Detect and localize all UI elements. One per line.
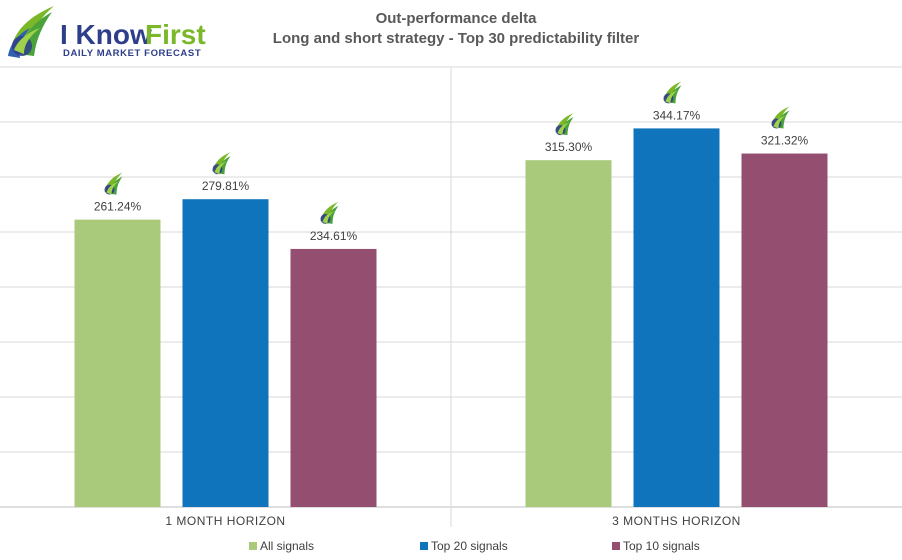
logo-swoosh-icon (771, 106, 790, 129)
data-label: 234.61% (310, 229, 358, 243)
bar (633, 128, 720, 507)
bar (741, 153, 828, 507)
legend: All signals Top 20 signals Top 10 signals (249, 539, 700, 553)
data-label: 321.32% (761, 134, 809, 148)
logo-swoosh-icon (8, 6, 54, 58)
logo: I Know First Daily Market Forecast (8, 6, 206, 59)
logo-name-part2: First (145, 19, 206, 50)
data-label: 344.17% (653, 108, 701, 122)
data-label: 261.24% (94, 200, 142, 214)
data-label: 279.81% (202, 179, 250, 193)
bar (290, 248, 377, 507)
logo-tagline: Daily Market Forecast (63, 48, 201, 59)
legend-swatch (420, 542, 428, 550)
x-tick-label: 1 MONTH HORIZON (165, 514, 285, 528)
chart-subtitle: Long and short strategy - Top 30 predict… (273, 30, 640, 47)
legend-swatch (612, 542, 620, 550)
bar (525, 160, 612, 508)
bar (74, 219, 161, 508)
logo-swoosh-icon (104, 172, 123, 195)
logo-swoosh-icon (320, 201, 339, 224)
legend-label: All signals (260, 539, 314, 553)
logo-swoosh-icon (212, 152, 231, 175)
logo-swoosh-icon (663, 81, 682, 104)
legend-label: Top 10 signals (623, 539, 700, 553)
legend-swatch (249, 542, 257, 550)
data-label: 315.30% (545, 140, 593, 154)
chart-title: Out-performance delta (376, 10, 538, 27)
bar (182, 199, 269, 508)
legend-label: Top 20 signals (431, 539, 508, 553)
logo-name-part1: I Know (60, 19, 152, 50)
x-tick-label: 3 MONTHS HORIZON (612, 514, 741, 528)
plot-area: 261.24% 279.81% 234.61% 1 MONTH HORIZON 315.… (0, 66, 902, 528)
logo-swoosh-icon (555, 113, 574, 136)
